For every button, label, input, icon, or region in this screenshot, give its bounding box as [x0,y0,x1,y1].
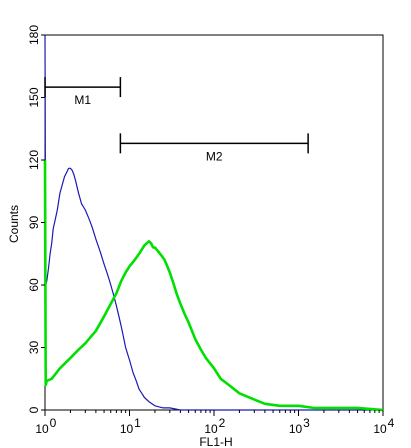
x-tick-base: 10 [204,422,218,436]
x-tick-label: 10 4 [373,416,394,436]
y-tick-label: 150 [27,87,41,107]
x-tick-base: 10 [289,422,303,436]
y-tick-label: 0 [27,406,41,413]
y-tick-label: 90 [27,216,41,230]
x-tick-base: 10 [120,422,134,436]
series-line-0 [44,34,383,411]
x-tick-exponent: 0 [50,416,57,430]
plot-content [43,34,384,412]
y-axis-ticks: 0 30 60 90 120 150 180 [27,25,45,413]
x-tick-exponent: 2 [219,416,226,430]
x-tick-exponent: 3 [303,416,310,430]
y-axis-title: Counts [7,205,21,243]
x-tick-base: 10 [373,422,387,436]
plot-frame [44,34,384,411]
gate-label: M2 [206,149,223,163]
x-tick-base: 10 [35,422,49,436]
x-tick-exponent: 4 [388,416,395,430]
series-line-1 [43,159,384,412]
x-tick-label: 10 1 [120,416,141,436]
gate-label: M1 [74,93,91,107]
gate-markers: M1 M2 [44,77,309,163]
x-tick-exponent: 1 [134,416,141,430]
x-tick-label: 10 0 [35,416,56,436]
x-tick-label: 10 2 [204,416,225,436]
x-axis-title: FL1-H [199,435,232,448]
y-tick-label: 30 [27,341,41,355]
x-tick-label: 10 3 [289,416,310,436]
x-axis-ticks: 10 0 10 1 10 2 10 3 10 4 [35,410,395,436]
y-tick-label: 180 [27,25,41,45]
y-tick-label: 60 [27,278,41,292]
y-tick-label: 120 [27,150,41,170]
